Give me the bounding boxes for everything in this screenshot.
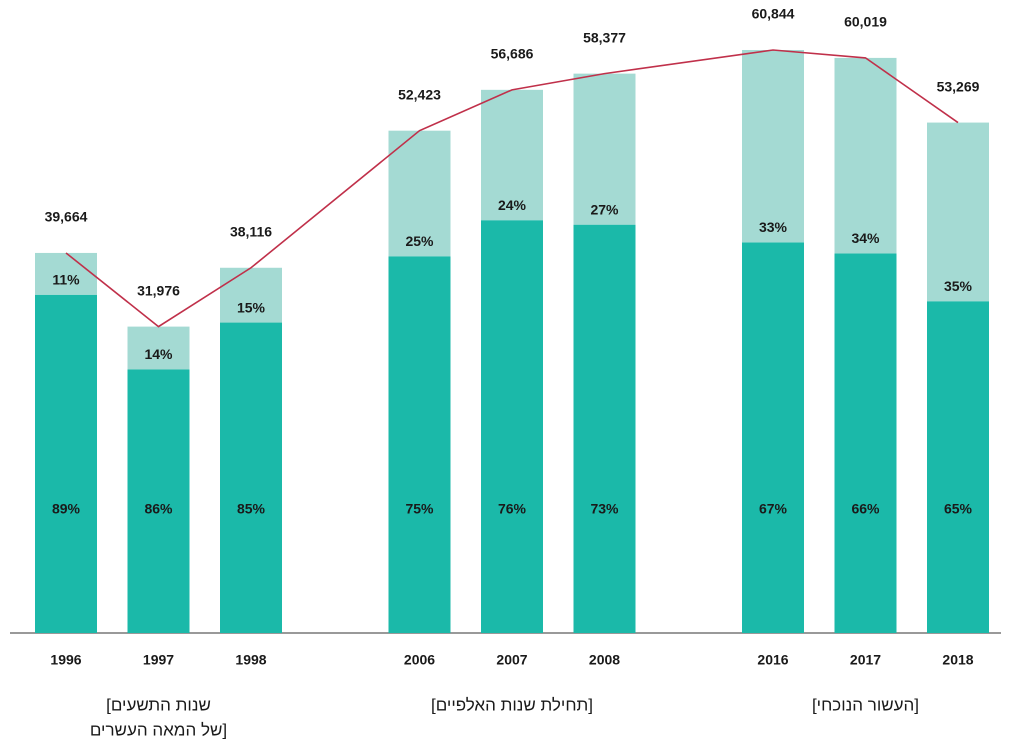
x-tick-label: 2006 xyxy=(404,652,435,668)
total-label: 60,844 xyxy=(752,6,795,22)
total-label: 52,423 xyxy=(398,86,441,102)
total-label: 31,976 xyxy=(137,282,180,298)
value-label: 15% xyxy=(237,299,266,315)
group-label: [של המאה העשרים xyxy=(90,720,227,739)
group-label: [העשור הנוכחי] xyxy=(812,695,919,714)
bar-segment xyxy=(388,256,451,633)
x-tick-label: 1998 xyxy=(235,652,266,668)
x-tick-label: 2017 xyxy=(850,652,881,668)
bar-segment xyxy=(573,73,636,225)
value-label: 75% xyxy=(405,501,434,517)
total-label: 60,019 xyxy=(844,14,887,30)
x-tick-label: 2007 xyxy=(496,652,527,668)
x-tick-label: 1996 xyxy=(50,652,81,668)
bar-segment xyxy=(927,301,989,633)
value-label: 33% xyxy=(759,219,788,235)
total-label: 58,377 xyxy=(583,29,626,45)
value-label: 11% xyxy=(52,271,80,287)
value-label: 73% xyxy=(590,501,619,517)
bar-segment xyxy=(742,242,804,633)
value-label: 24% xyxy=(498,197,527,213)
x-tick-label: 2018 xyxy=(942,652,973,668)
value-label: 76% xyxy=(498,501,527,517)
bar-segment xyxy=(35,252,97,295)
bar-segment xyxy=(573,224,636,633)
group-label: [תחילת שנות האלפיים] xyxy=(431,695,593,714)
bar-segment xyxy=(220,322,282,633)
total-line xyxy=(65,49,959,328)
bar-segment xyxy=(220,267,282,323)
total-label: 39,664 xyxy=(45,209,88,225)
bar-segment xyxy=(742,49,804,243)
value-label: 34% xyxy=(851,230,880,246)
value-label: 89% xyxy=(52,501,81,517)
total-label: 38,116 xyxy=(230,223,272,239)
value-label: 66% xyxy=(851,501,880,517)
x-tick-label: 2016 xyxy=(757,652,788,668)
value-label: 35% xyxy=(944,278,973,294)
bar-segment xyxy=(127,369,190,633)
bar-segment xyxy=(35,294,97,633)
total-label: 53,269 xyxy=(937,78,980,94)
group-label: שנות התשעים] xyxy=(106,695,211,714)
value-label: 25% xyxy=(405,233,434,249)
value-label: 27% xyxy=(590,201,619,217)
bar-segment xyxy=(388,130,451,257)
x-tick-label: 1997 xyxy=(143,652,174,668)
value-label: 14% xyxy=(144,346,173,362)
bar-segment xyxy=(481,89,543,221)
bar-segment xyxy=(834,57,897,254)
value-label: 65% xyxy=(944,501,973,517)
total-label: 56,686 xyxy=(491,46,534,62)
value-label: 85% xyxy=(237,501,266,517)
value-label: 67% xyxy=(759,501,788,517)
bar-segment xyxy=(481,220,543,634)
value-label: 86% xyxy=(144,501,173,517)
bar-segment xyxy=(834,253,897,633)
bar-segment xyxy=(127,326,190,370)
bar-segment xyxy=(927,122,989,302)
x-tick-label: 2008 xyxy=(589,652,620,668)
